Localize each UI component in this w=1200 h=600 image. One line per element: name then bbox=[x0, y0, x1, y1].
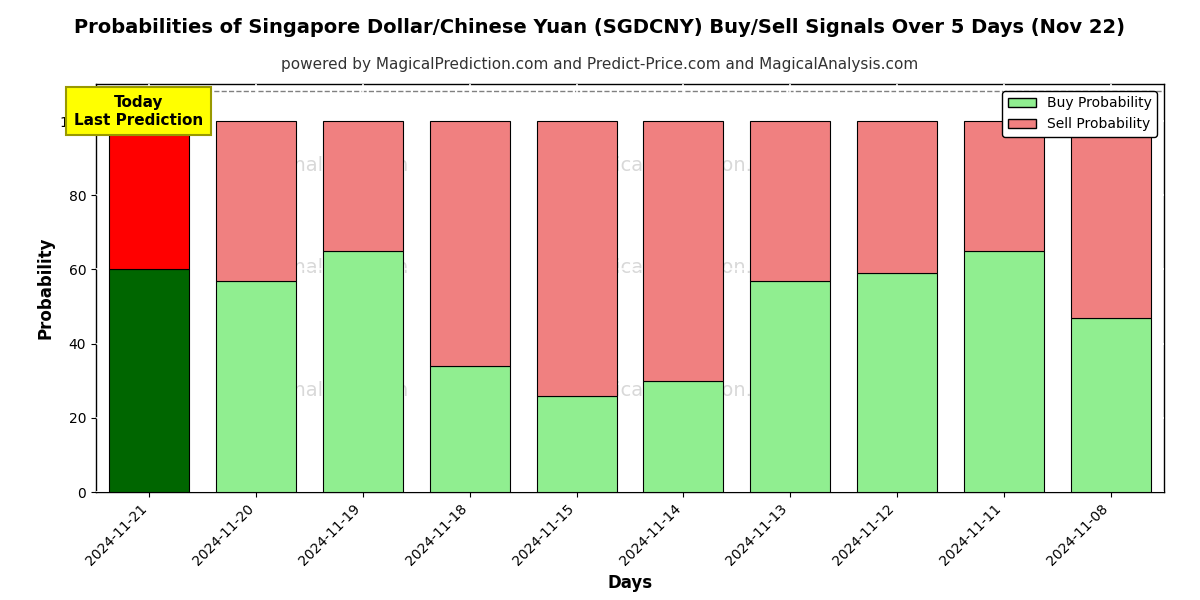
Bar bbox=[750, 121, 830, 281]
Text: Probabilities of Singapore Dollar/Chinese Yuan (SGDCNY) Buy/Sell Signals Over 5 : Probabilities of Singapore Dollar/Chines… bbox=[74, 18, 1126, 37]
Bar bbox=[1070, 317, 1151, 492]
Text: calAnalysis.com: calAnalysis.com bbox=[253, 380, 409, 400]
Bar bbox=[1070, 121, 1151, 317]
Text: calAnalysis.com: calAnalysis.com bbox=[253, 258, 409, 277]
Bar bbox=[857, 273, 937, 492]
Bar bbox=[536, 395, 617, 492]
Bar bbox=[643, 381, 724, 492]
Bar bbox=[643, 121, 724, 381]
Text: MagicalPrediction.com: MagicalPrediction.com bbox=[574, 380, 793, 400]
Bar bbox=[430, 366, 510, 492]
Legend: Buy Probability, Sell Probability: Buy Probability, Sell Probability bbox=[1002, 91, 1157, 137]
Bar bbox=[323, 251, 403, 492]
Text: powered by MagicalPrediction.com and Predict-Price.com and MagicalAnalysis.com: powered by MagicalPrediction.com and Pre… bbox=[281, 57, 919, 72]
Bar bbox=[857, 121, 937, 273]
Text: Today
Last Prediction: Today Last Prediction bbox=[74, 95, 203, 128]
Bar bbox=[216, 281, 296, 492]
Bar bbox=[536, 121, 617, 395]
Y-axis label: Probability: Probability bbox=[36, 237, 54, 339]
Text: MagicalPrediction.com: MagicalPrediction.com bbox=[574, 258, 793, 277]
Bar bbox=[964, 121, 1044, 251]
Bar bbox=[323, 121, 403, 251]
Text: MagicalPrediction.com: MagicalPrediction.com bbox=[574, 156, 793, 175]
Bar bbox=[216, 121, 296, 281]
Bar bbox=[109, 269, 190, 492]
Bar bbox=[964, 251, 1044, 492]
Bar bbox=[109, 121, 190, 269]
Bar bbox=[750, 281, 830, 492]
Text: calAnalysis.com: calAnalysis.com bbox=[253, 156, 409, 175]
Bar bbox=[430, 121, 510, 366]
X-axis label: Days: Days bbox=[607, 574, 653, 592]
